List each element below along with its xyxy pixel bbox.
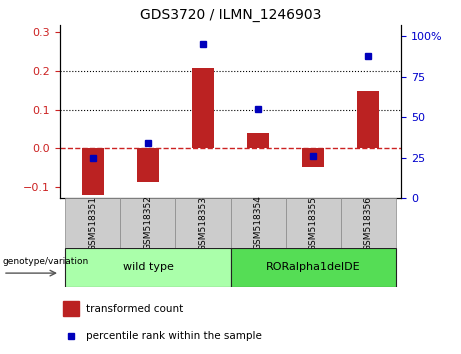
- Bar: [82, 148, 104, 195]
- Text: wild type: wild type: [123, 262, 173, 272]
- Bar: [63, 301, 79, 316]
- Bar: [247, 133, 269, 148]
- Text: percentile rank within the sample: percentile rank within the sample: [85, 331, 261, 341]
- Bar: [137, 148, 159, 182]
- Bar: [285, 198, 341, 248]
- Text: transformed count: transformed count: [85, 303, 183, 314]
- Text: GSM518353: GSM518353: [199, 195, 207, 251]
- Text: genotype/variation: genotype/variation: [3, 257, 89, 266]
- Bar: [230, 198, 285, 248]
- Bar: [65, 198, 120, 248]
- Bar: [192, 68, 214, 148]
- Text: GSM518355: GSM518355: [308, 195, 318, 251]
- Text: GSM518351: GSM518351: [89, 195, 97, 251]
- Text: GSM518356: GSM518356: [364, 195, 372, 251]
- Bar: [230, 248, 396, 287]
- Bar: [65, 248, 230, 287]
- Title: GDS3720 / ILMN_1246903: GDS3720 / ILMN_1246903: [140, 8, 321, 22]
- Bar: [357, 91, 379, 148]
- Text: GSM518354: GSM518354: [254, 195, 262, 251]
- Bar: [120, 198, 176, 248]
- Text: RORalpha1delDE: RORalpha1delDE: [266, 262, 361, 272]
- Bar: [176, 198, 230, 248]
- Bar: [341, 198, 396, 248]
- Text: GSM518352: GSM518352: [143, 195, 153, 251]
- Bar: [302, 148, 324, 167]
